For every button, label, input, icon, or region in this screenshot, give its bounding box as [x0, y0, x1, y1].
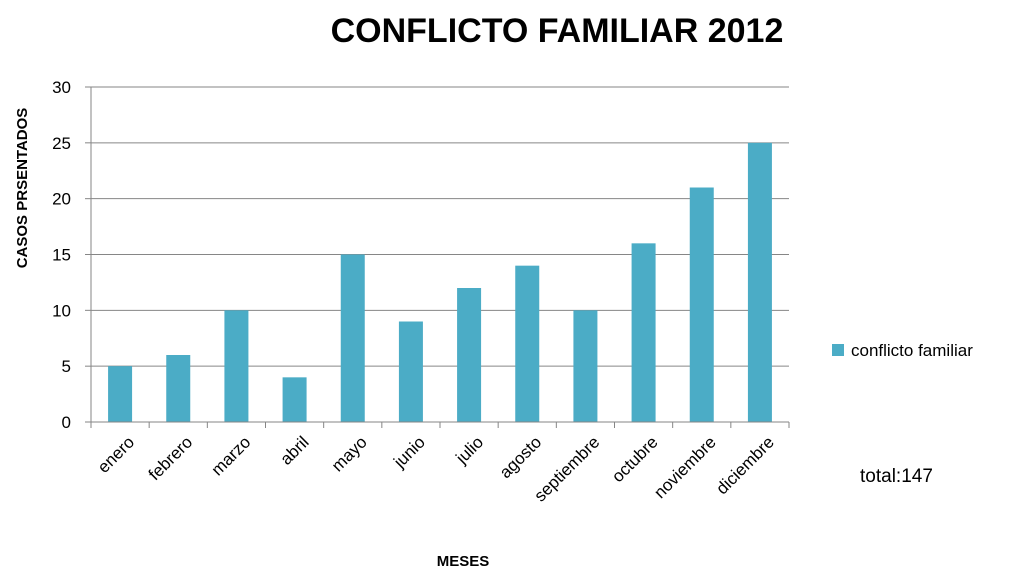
x-tick-label: octubre [608, 433, 662, 487]
legend: conflicto familiar [832, 341, 973, 360]
bar-junio [398, 321, 423, 422]
x-tick-label: marzo [208, 433, 255, 480]
y-tick-label: 5 [62, 357, 71, 376]
legend-swatch [832, 344, 844, 356]
x-tick-label: junio [389, 433, 429, 473]
y-tick-label: 20 [52, 190, 71, 209]
bar-julio [457, 288, 482, 422]
bar-diciembre [747, 142, 772, 423]
gridlines [91, 86, 789, 367]
bar-octubre [631, 243, 656, 422]
y-tick-label: 0 [62, 413, 71, 432]
bar-marzo [224, 310, 249, 422]
y-tick-label: 30 [52, 78, 71, 97]
bars [108, 142, 772, 423]
x-tick-label: febrero [145, 433, 197, 485]
x-tick-label: abril [276, 433, 312, 469]
axes [85, 86, 790, 428]
total-annotation: total:147 [860, 466, 933, 487]
chart-title: CONFLICTO FAMILIAR 2012 [331, 12, 784, 50]
y-axis-title: CASOS PRSENTADOS [14, 108, 31, 269]
y-tick-label: 10 [52, 301, 71, 320]
bar-enero [108, 366, 133, 422]
bar-mayo [340, 254, 365, 422]
bar-febrero [166, 355, 191, 422]
x-tick-label: diciembre [712, 433, 778, 499]
x-tick-labels: enero febrero marzo abril mayo junio julio agos… [94, 433, 778, 506]
x-tick-label: noviembre [650, 433, 720, 503]
bar-abril [282, 377, 307, 422]
y-tick-labels: 0 5 10 15 20 25 30 [52, 78, 71, 432]
y-tick-label: 15 [52, 246, 71, 265]
legend-label: conflicto familiar [851, 341, 973, 360]
x-tick-label: julio [452, 433, 488, 469]
bar-septiembre [573, 310, 598, 422]
x-tick-label: enero [94, 433, 138, 477]
bar-agosto [515, 265, 540, 422]
x-axis-title: MESES [437, 553, 490, 570]
bar-noviembre [689, 187, 714, 422]
y-tick-label: 25 [52, 134, 71, 153]
x-tick-label: mayo [328, 433, 371, 476]
x-tick-label: agosto [496, 433, 546, 483]
